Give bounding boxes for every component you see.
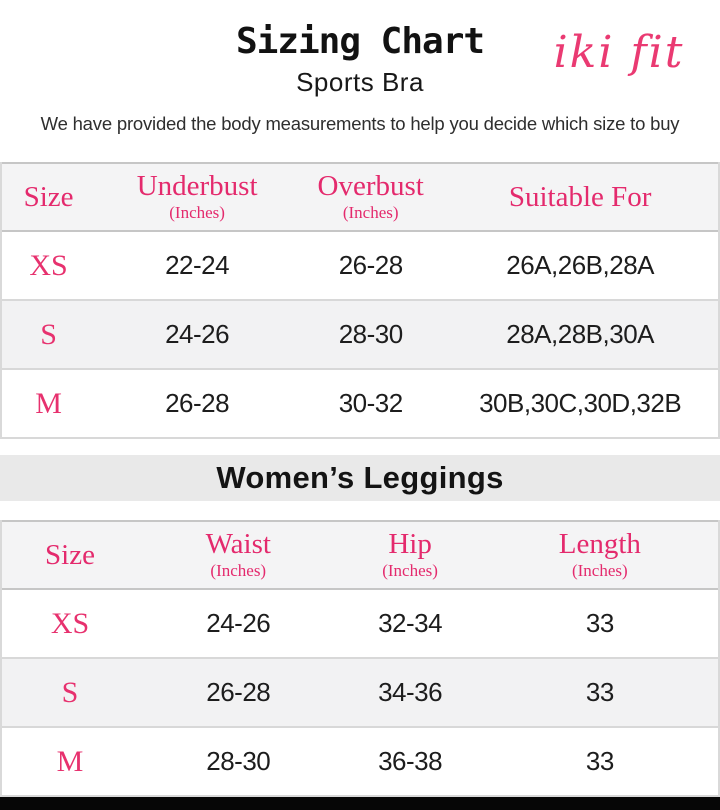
leggings-size-table: Size Waist (Inches) Hip (Inches) Length … bbox=[0, 520, 720, 797]
header-cell-overbust: Overbust (Inches) bbox=[299, 169, 442, 224]
column-label: Length bbox=[558, 527, 641, 560]
brand-logo: iki fit bbox=[553, 27, 685, 78]
suitable-for-cell: 28A,28B,30A bbox=[506, 319, 654, 349]
underbust-cell: 24-26 bbox=[165, 319, 230, 349]
column-label: Waist bbox=[205, 527, 271, 560]
table-row-s: S 24-26 28-30 28A,28B,30A bbox=[2, 301, 718, 370]
header-cell-suitable-for: Suitable For bbox=[442, 180, 718, 213]
table-row-s: S 26-28 34-36 33 bbox=[2, 659, 718, 728]
sports-bra-size-table: Size Underbust (Inches) Overbust (Inches… bbox=[0, 162, 720, 439]
column-unit: (Inches) bbox=[382, 561, 438, 581]
suitable-for-cell: 30B,30C,30D,32B bbox=[479, 388, 682, 418]
table-row-xs: XS 24-26 32-34 33 bbox=[2, 590, 718, 659]
hip-cell: 36-38 bbox=[378, 746, 443, 776]
column-label: Suitable For bbox=[508, 180, 652, 213]
length-cell: 33 bbox=[585, 677, 614, 707]
suitable-for-cell: 26A,26B,28A bbox=[506, 250, 654, 280]
page-title: Sizing Chart bbox=[235, 21, 485, 62]
column-unit: (Inches) bbox=[571, 561, 628, 581]
header-cell-underbust: Underbust (Inches) bbox=[95, 169, 299, 224]
hip-cell: 32-34 bbox=[378, 608, 443, 638]
column-unit: (Inches) bbox=[210, 561, 267, 581]
length-cell: 33 bbox=[585, 608, 614, 638]
header-cell-length: Length (Inches) bbox=[482, 527, 718, 582]
overbust-cell: 26-28 bbox=[338, 250, 404, 280]
size-cell: XS bbox=[29, 248, 68, 282]
leggings-section-title: Women’s Leggings bbox=[0, 455, 720, 501]
sports-bra-table-header-row: Size Underbust (Inches) Overbust (Inches… bbox=[2, 162, 718, 232]
size-cell: S bbox=[61, 675, 79, 709]
column-label: Size bbox=[45, 538, 95, 571]
hip-cell: 34-36 bbox=[378, 677, 443, 707]
size-cell: M bbox=[35, 386, 62, 420]
column-label: Overbust bbox=[317, 169, 424, 202]
waist-cell: 28-30 bbox=[206, 746, 271, 776]
table-row-m: M 28-30 36-38 33 bbox=[2, 728, 718, 797]
overbust-cell: 28-30 bbox=[338, 319, 404, 349]
column-unit: (Inches) bbox=[169, 203, 225, 223]
waist-cell: 24-26 bbox=[206, 608, 271, 638]
column-label: Size bbox=[23, 180, 74, 213]
size-cell: XS bbox=[50, 606, 90, 640]
size-cell: M bbox=[56, 744, 84, 778]
waist-cell: 26-28 bbox=[206, 677, 271, 707]
header-cell-hip: Hip (Inches) bbox=[339, 527, 482, 582]
bottom-bar bbox=[0, 797, 720, 810]
page-header: iki fit Sizing Chart Sports Bra bbox=[0, 0, 720, 100]
underbust-cell: 26-28 bbox=[165, 388, 230, 418]
header-cell-size: Size bbox=[2, 538, 138, 571]
header-cell-size: Size bbox=[2, 180, 95, 213]
leggings-table-header-row: Size Waist (Inches) Hip (Inches) Length … bbox=[2, 520, 718, 590]
column-label: Underbust bbox=[136, 169, 258, 202]
table-row-xs: XS 22-24 26-28 26A,26B,28A bbox=[2, 232, 718, 301]
length-cell: 33 bbox=[585, 746, 614, 776]
table-row-m: M 26-28 30-32 30B,30C,30D,32B bbox=[2, 370, 718, 439]
underbust-cell: 22-24 bbox=[165, 250, 230, 280]
intro-text: We have provided the body measurements t… bbox=[40, 113, 680, 134]
overbust-cell: 30-32 bbox=[338, 388, 404, 418]
header-cell-waist: Waist (Inches) bbox=[138, 527, 338, 582]
column-unit: (Inches) bbox=[342, 203, 399, 223]
page-subtitle: Sports Bra bbox=[296, 67, 424, 97]
column-label: Hip bbox=[388, 527, 432, 560]
size-cell: S bbox=[40, 317, 57, 351]
